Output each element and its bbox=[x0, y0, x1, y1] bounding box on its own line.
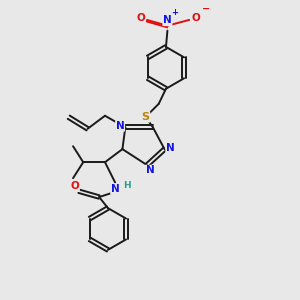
Text: N: N bbox=[146, 165, 154, 175]
Text: N: N bbox=[116, 121, 124, 131]
Text: O: O bbox=[136, 14, 145, 23]
Text: N: N bbox=[163, 16, 172, 26]
Text: N: N bbox=[111, 184, 119, 194]
Text: O: O bbox=[71, 181, 80, 191]
Text: O: O bbox=[191, 14, 200, 23]
Text: −: − bbox=[202, 4, 210, 14]
Text: H: H bbox=[123, 181, 131, 190]
Text: N: N bbox=[166, 143, 175, 153]
Text: S: S bbox=[142, 112, 150, 122]
Text: +: + bbox=[172, 8, 178, 17]
